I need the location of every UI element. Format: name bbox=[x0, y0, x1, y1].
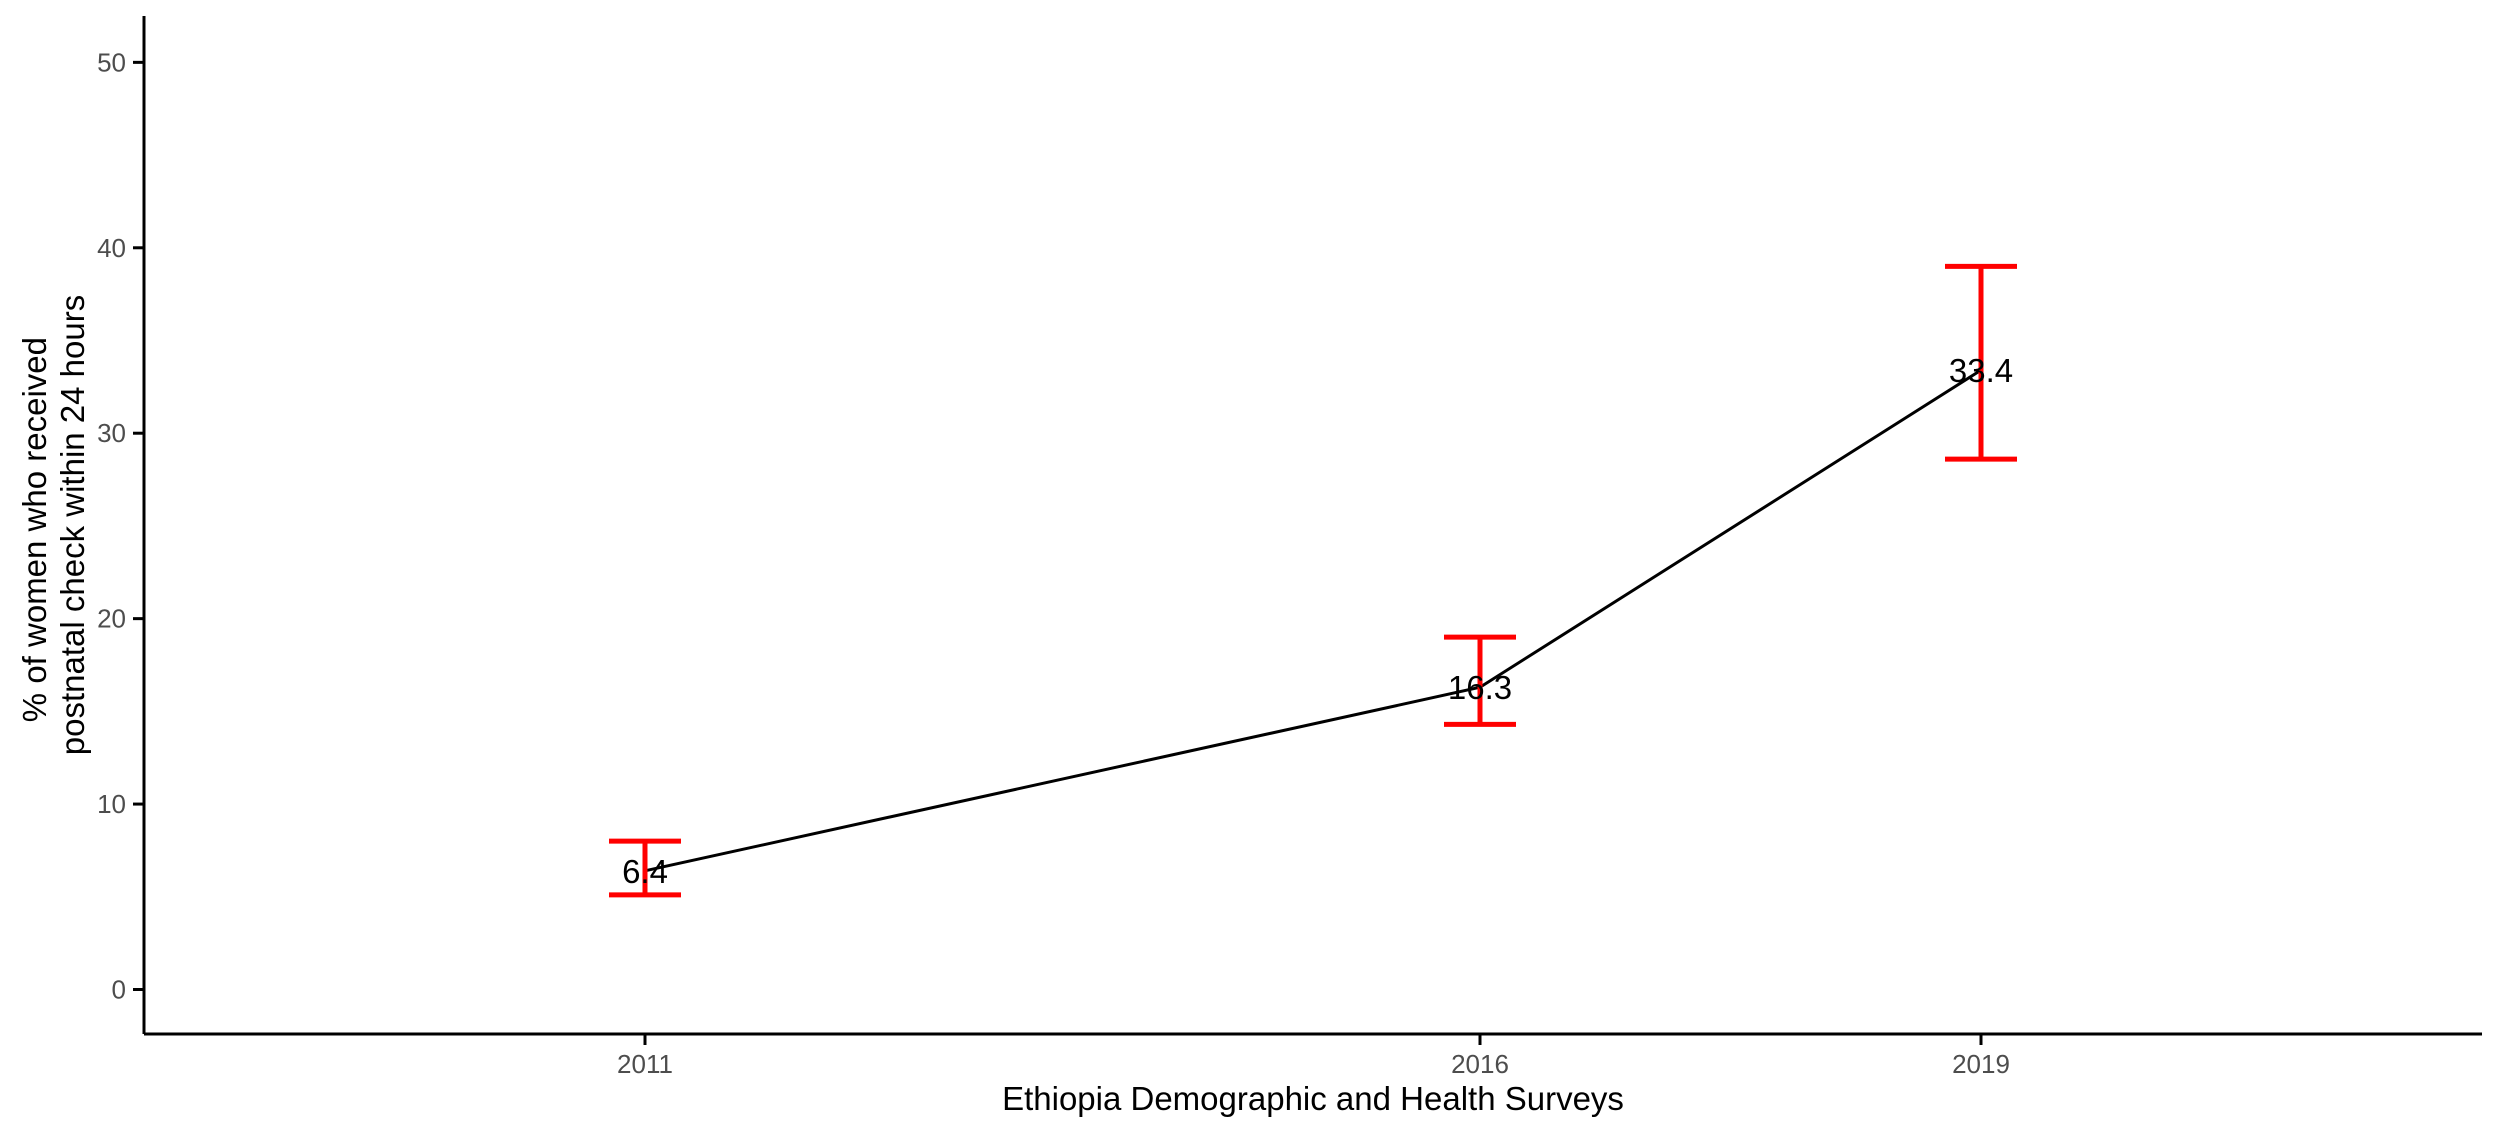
y-tick-label: 20 bbox=[97, 604, 126, 634]
y-tick-label: 50 bbox=[97, 47, 126, 77]
axes bbox=[142, 16, 2482, 1036]
x-tick-label: 2011 bbox=[617, 1049, 673, 1079]
data-label: 16.3 bbox=[1448, 669, 1512, 706]
series-layer bbox=[644, 368, 1982, 873]
x-tick-label: 2019 bbox=[1952, 1049, 2010, 1079]
errorbar-layer bbox=[609, 263, 2017, 898]
y-axis-title-line-2: postnatal check within 24 hours bbox=[54, 295, 91, 755]
y-tick-label: 40 bbox=[97, 233, 126, 263]
y-tick-label: 30 bbox=[97, 418, 126, 448]
error-bar bbox=[609, 838, 681, 898]
error-bar bbox=[1945, 263, 2017, 462]
label-layer: 6.4 16.3 33.4 bbox=[622, 352, 2013, 890]
x-tick-label: 2016 bbox=[1451, 1049, 1509, 1079]
y-ticks: 0 10 20 30 40 50 bbox=[97, 47, 144, 1004]
data-label: 33.4 bbox=[1949, 352, 2013, 389]
y-axis-title: % of women who received postnatal check … bbox=[16, 295, 91, 755]
y-tick-label: 0 bbox=[112, 974, 126, 1004]
x-ticks: 2011 2016 2019 bbox=[617, 1034, 2010, 1079]
y-axis-title-line-1: % of women who received bbox=[16, 337, 53, 722]
data-label: 6.4 bbox=[622, 853, 668, 890]
series-line bbox=[644, 368, 1982, 873]
y-tick-label: 10 bbox=[97, 789, 126, 819]
error-bar bbox=[1444, 634, 1516, 727]
x-axis-title: Ethiopia Demographic and Health Surveys bbox=[1002, 1080, 1624, 1117]
